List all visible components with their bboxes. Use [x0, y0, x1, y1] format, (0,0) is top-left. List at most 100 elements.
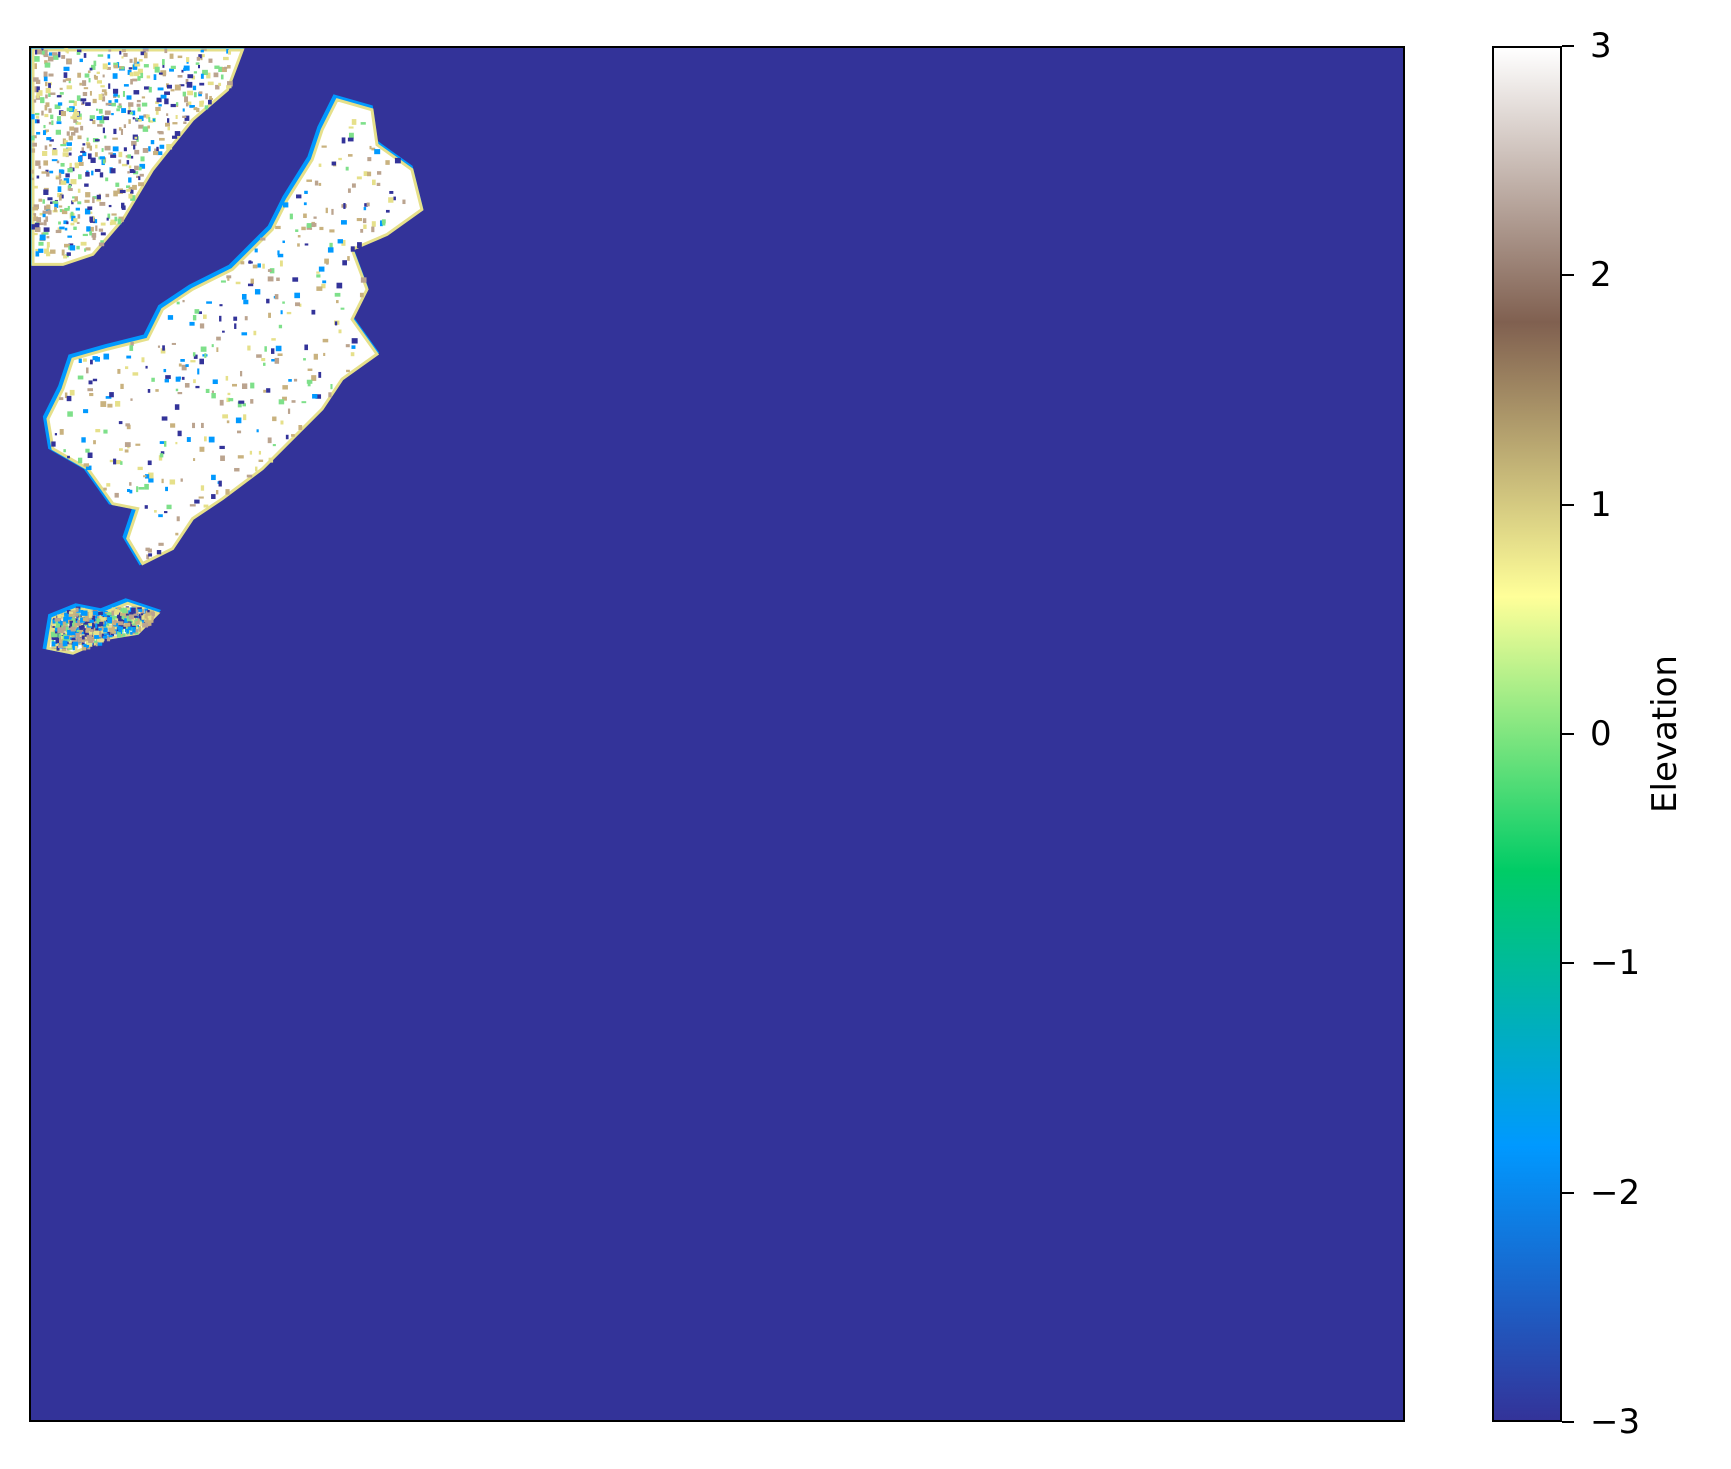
terrain-speckle — [97, 632, 102, 638]
terrain-speckle — [186, 57, 190, 63]
terrain-speckle — [60, 614, 64, 617]
terrain-speckle — [51, 641, 56, 647]
terrain-speckle — [382, 222, 386, 226]
terrain-speckle — [316, 274, 321, 278]
terrain-speckle — [207, 81, 214, 86]
terrain-speckle — [34, 227, 41, 233]
terrain-speckle — [233, 316, 238, 321]
terrain-speckle — [105, 102, 112, 106]
terrain-speckle — [169, 53, 174, 59]
terrain-speckle — [45, 102, 50, 107]
terrain-speckle — [226, 49, 229, 54]
terrain-speckle — [161, 478, 164, 484]
terrain-speckle — [224, 66, 228, 69]
terrain-speckle — [145, 114, 150, 119]
terrain-speckle — [175, 532, 179, 536]
terrain-speckle — [139, 621, 143, 627]
terrain-speckle — [148, 477, 154, 483]
terrain-speckle — [357, 242, 362, 249]
terrain-speckle — [61, 249, 65, 256]
terrain-speckle — [76, 629, 80, 632]
terrain-speckle — [345, 166, 349, 171]
terrain-speckle — [287, 408, 291, 414]
terrain-speckle — [92, 98, 97, 104]
terrain-speckle — [142, 126, 149, 132]
terrain-speckle — [246, 474, 253, 478]
terrain-speckle — [54, 433, 58, 436]
terrain-speckle — [171, 342, 176, 345]
terrain-speckle — [92, 197, 95, 204]
terrain-speckle — [100, 222, 106, 226]
terrain-speckle — [146, 75, 151, 79]
terrain-speckle — [371, 147, 376, 151]
terrain-speckle — [93, 60, 97, 67]
terrain-speckle — [85, 629, 92, 633]
terrain-speckle — [274, 294, 279, 300]
terrain-speckle — [306, 223, 312, 228]
terrain-speckle — [192, 422, 196, 429]
terrain-speckle — [96, 199, 101, 202]
terrain-speckle — [69, 389, 75, 396]
terrain-speckle — [350, 246, 355, 252]
terrain-speckle — [315, 394, 322, 399]
terrain-speckle — [347, 154, 353, 157]
terrain-speckle — [127, 69, 132, 75]
terrain-speckle — [51, 149, 58, 156]
terrain-speckle — [203, 504, 209, 508]
terrain-speckle — [86, 635, 93, 640]
terrain-speckle — [34, 112, 40, 116]
terrain-speckle — [291, 434, 295, 437]
terrain-speckle — [88, 380, 93, 385]
terrain-speckle — [66, 131, 70, 136]
terrain-speckle — [85, 465, 92, 471]
terrain-speckle — [385, 160, 390, 165]
terrain-speckle — [87, 206, 93, 210]
terrain-speckle — [363, 207, 367, 211]
terrain-speckle — [167, 126, 170, 131]
colorbar-label: Elevation — [1645, 655, 1685, 813]
terrain-speckle — [74, 618, 79, 623]
terrain-speckle — [257, 263, 261, 268]
terrain-speckle — [59, 179, 63, 185]
terrain-speckle — [60, 643, 64, 648]
terrain-speckle — [119, 448, 123, 451]
terrain-speckle — [371, 221, 376, 227]
terrain-speckle — [117, 632, 121, 638]
terrain-speckle — [136, 99, 141, 103]
terrain-speckle — [289, 213, 293, 220]
terrain-speckle — [38, 90, 43, 96]
terrain-speckle — [141, 357, 145, 363]
terrain-speckle — [96, 618, 101, 624]
terrain-speckle — [239, 370, 243, 377]
terrain-speckle — [37, 222, 44, 226]
terrain-speckle — [143, 475, 147, 478]
terrain-speckle — [110, 613, 115, 620]
terrain-speckle — [299, 303, 302, 307]
terrain-speckle — [385, 209, 390, 213]
terrain-speckle — [62, 152, 69, 157]
terrain-speckle — [184, 115, 190, 121]
terrain-speckle — [91, 170, 94, 176]
terrain-speckle — [81, 645, 87, 651]
terrain-speckle — [67, 629, 73, 636]
terrain-speckle — [193, 107, 198, 111]
terrain-speckle — [107, 62, 111, 65]
terrain-speckle — [68, 640, 72, 644]
terrain-speckle — [58, 195, 62, 201]
terrain-speckle — [374, 149, 381, 155]
terrain-speckle — [101, 89, 107, 93]
terrain-speckle — [155, 111, 159, 115]
terrain-speckle — [201, 100, 204, 104]
terrain-speckle — [119, 615, 125, 620]
terrain-speckle — [111, 610, 114, 616]
terrain-speckle — [118, 151, 123, 158]
terrain-speckle — [48, 121, 52, 125]
terrain-speckle — [58, 51, 61, 58]
terrain-speckle — [45, 87, 51, 94]
terrain-speckle — [50, 114, 54, 120]
terrain-speckle — [139, 173, 144, 177]
terrain-speckle — [150, 140, 155, 145]
terrain-speckle — [220, 280, 226, 283]
terrain-speckle — [106, 612, 112, 616]
terrain-speckle — [75, 207, 80, 211]
